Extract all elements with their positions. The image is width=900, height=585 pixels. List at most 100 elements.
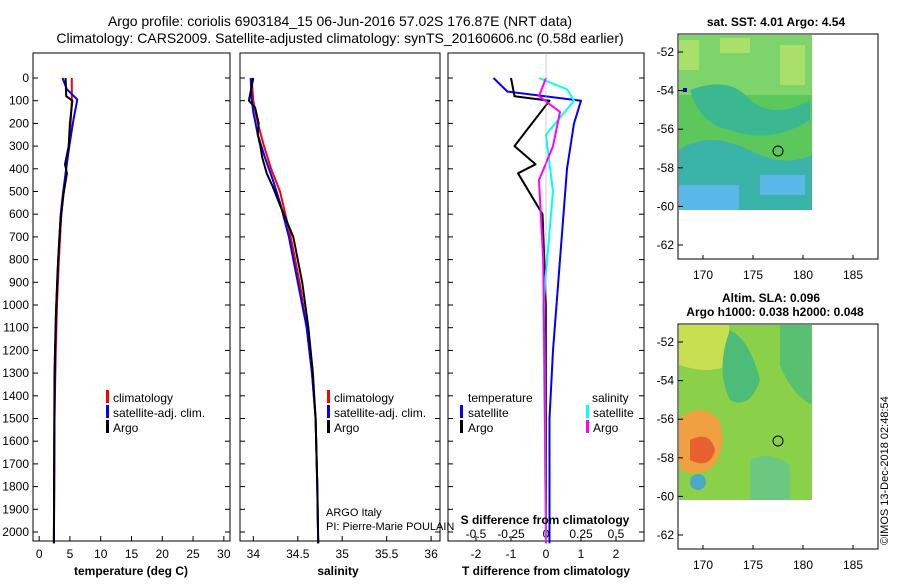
- temperature-x-tick-label: 10: [94, 547, 108, 561]
- lat-tick-label: -52: [657, 335, 675, 349]
- temperature-x-tick-label: 0: [36, 547, 43, 561]
- temperature-x-tick-label: 25: [186, 547, 200, 561]
- lat-tick-label: -56: [657, 412, 675, 426]
- depth-tick-label: 1300: [2, 366, 29, 380]
- lon-tick-label: 185: [843, 268, 863, 282]
- salinity-x-tick-label: 34.5: [286, 547, 310, 561]
- bottom-map-title2: Argo h1000: 0.038 h2000: 0.048: [686, 305, 864, 319]
- difference-xlabel: T difference from climatology: [462, 564, 630, 578]
- difference-x-tick-label: -1: [506, 547, 517, 561]
- temperature-xlabel: temperature (deg C): [74, 564, 188, 578]
- depth-tick-label: 1800: [2, 480, 29, 494]
- difference-x-tick-label: -2: [471, 547, 482, 561]
- depth-tick-label: 300: [9, 139, 29, 153]
- legend-label: climatology: [334, 391, 394, 405]
- temperature-panel-frame: [32, 52, 231, 542]
- difference-toplabel: S difference from climatology: [461, 513, 630, 527]
- temperature-x-axis: 0 5 10 15 20 25 30: [36, 536, 231, 561]
- depth-tick-label: 1400: [2, 389, 29, 403]
- difference-s-tick-label: -0.5: [466, 527, 487, 541]
- sst-map-image: [679, 35, 812, 210]
- lat-tick-label: -58: [657, 451, 675, 465]
- depth-tick-label: 1500: [2, 412, 29, 426]
- bottom-map-lon-axis: 170 175 180 185: [693, 545, 863, 572]
- difference-x-tick-label: 2: [613, 547, 620, 561]
- salinity-x-tick-label: 34: [247, 547, 261, 561]
- top-map-lat-axis: -52 -54 -56 -58 -60 -62: [657, 45, 683, 252]
- sla-map-image: [679, 325, 812, 500]
- difference-x-tick-label: 0: [543, 547, 550, 561]
- depth-tick-label: 800: [9, 253, 29, 267]
- salinity-x-tick-label: 36: [424, 547, 438, 561]
- difference-x-tick-label: 1: [578, 547, 585, 561]
- lon-tick-label: 180: [793, 268, 813, 282]
- legend-swatch-t-satellite: [460, 405, 463, 418]
- depth-tick-label: 1100: [3, 321, 29, 335]
- legend-swatch-argo: [106, 420, 109, 433]
- depth-tick-label: 500: [9, 185, 29, 199]
- legend-swatch-argo: [327, 420, 330, 433]
- depth-tick-label: 0: [22, 71, 29, 85]
- salinity-series: [247, 77, 320, 544]
- legend-label: climatology: [113, 391, 173, 405]
- temperature-x-tick-label: 5: [67, 547, 74, 561]
- difference-s-tick-label: 0.25: [569, 527, 593, 541]
- difference-s-tick-label: 0.5: [608, 527, 625, 541]
- lat-tick-label: -52: [657, 45, 675, 59]
- legend-swatch-climatology: [327, 390, 330, 403]
- depth-tick-label: 900: [9, 275, 29, 289]
- bottom-map-title1: Altim. SLA: 0.096: [722, 291, 820, 305]
- lat-tick-label: -62: [657, 528, 675, 542]
- imos-credit: ©IMOS 13-Dec-2018 02:48:54: [879, 396, 891, 545]
- legend-label: satellite-adj. clim.: [113, 406, 205, 420]
- lat-tick-label: -56: [657, 122, 675, 136]
- pi-note: PI: Pierre-Marie POULAIN: [326, 521, 454, 533]
- depth-tick-label: 1000: [2, 298, 29, 312]
- series-line: [510, 77, 551, 544]
- temperature-x-tick-label: 15: [125, 547, 139, 561]
- depth-tick-label: 2000: [2, 525, 29, 539]
- series-line: [52, 77, 74, 544]
- legend-swatch-satellite: [106, 405, 109, 418]
- lat-tick-label: -62: [657, 238, 675, 252]
- lon-tick-label: 175: [743, 558, 763, 572]
- difference-series: [492, 53, 582, 544]
- difference-x-axis: -2 -1 0 1 2: [471, 536, 620, 561]
- legend-label: Argo: [468, 421, 494, 435]
- salinity-panel-frame: [239, 52, 441, 542]
- legend-swatch-climatology: [106, 390, 109, 403]
- lon-tick-label: 180: [793, 558, 813, 572]
- lon-tick-label: 170: [693, 268, 713, 282]
- legend-title-salinity: salinity: [592, 391, 629, 405]
- depth-tick-label: 1700: [2, 457, 29, 471]
- header-line2: Climatology: CARS2009. Satellite-adjuste…: [56, 30, 623, 46]
- argo-italy-note: ARGO Italy: [326, 507, 382, 519]
- top-map-title: sat. SST: 4.01 Argo: 4.54: [707, 15, 846, 29]
- depth-tick-label: 700: [9, 230, 29, 244]
- legend-label: Argo: [334, 421, 360, 435]
- temperature-x-tick-label: 30: [217, 547, 231, 561]
- depth-tick-label: 200: [9, 116, 29, 130]
- salinity-x-tick-label: 35: [336, 547, 350, 561]
- temperature-legend: climatology satellite-adj. clim. Argo: [106, 390, 205, 435]
- lat-tick-label: -60: [657, 199, 675, 213]
- lon-tick-label: 175: [743, 268, 763, 282]
- depth-tick-label: 1600: [2, 434, 29, 448]
- header-line1: Argo profile: coriolis 6903184_15 06-Jun…: [108, 13, 572, 29]
- top-map-lon-axis: 170 175 180 185: [693, 255, 863, 282]
- lon-tick-label: 185: [843, 558, 863, 572]
- difference-s-tick-label: -0.25: [497, 527, 525, 541]
- salinity-xlabel: salinity: [317, 564, 359, 578]
- salinity-legend: climatology satellite-adj. clim. Argo AR…: [326, 390, 454, 533]
- lat-tick-label: -54: [657, 84, 675, 98]
- legend-swatch-satellite: [327, 405, 330, 418]
- temperature-x-tick-label: 20: [156, 547, 170, 561]
- lat-tick-label: -60: [657, 489, 675, 503]
- depth-tick-label: 1200: [2, 343, 29, 357]
- legend-label: satellite-adj. clim.: [334, 406, 426, 420]
- lat-tick-label: -58: [657, 161, 675, 175]
- difference-legend: temperature satellite Argo salinity sate…: [460, 391, 634, 435]
- legend-swatch-s-satellite: [586, 405, 589, 418]
- legend-swatch-s-argo: [586, 420, 589, 433]
